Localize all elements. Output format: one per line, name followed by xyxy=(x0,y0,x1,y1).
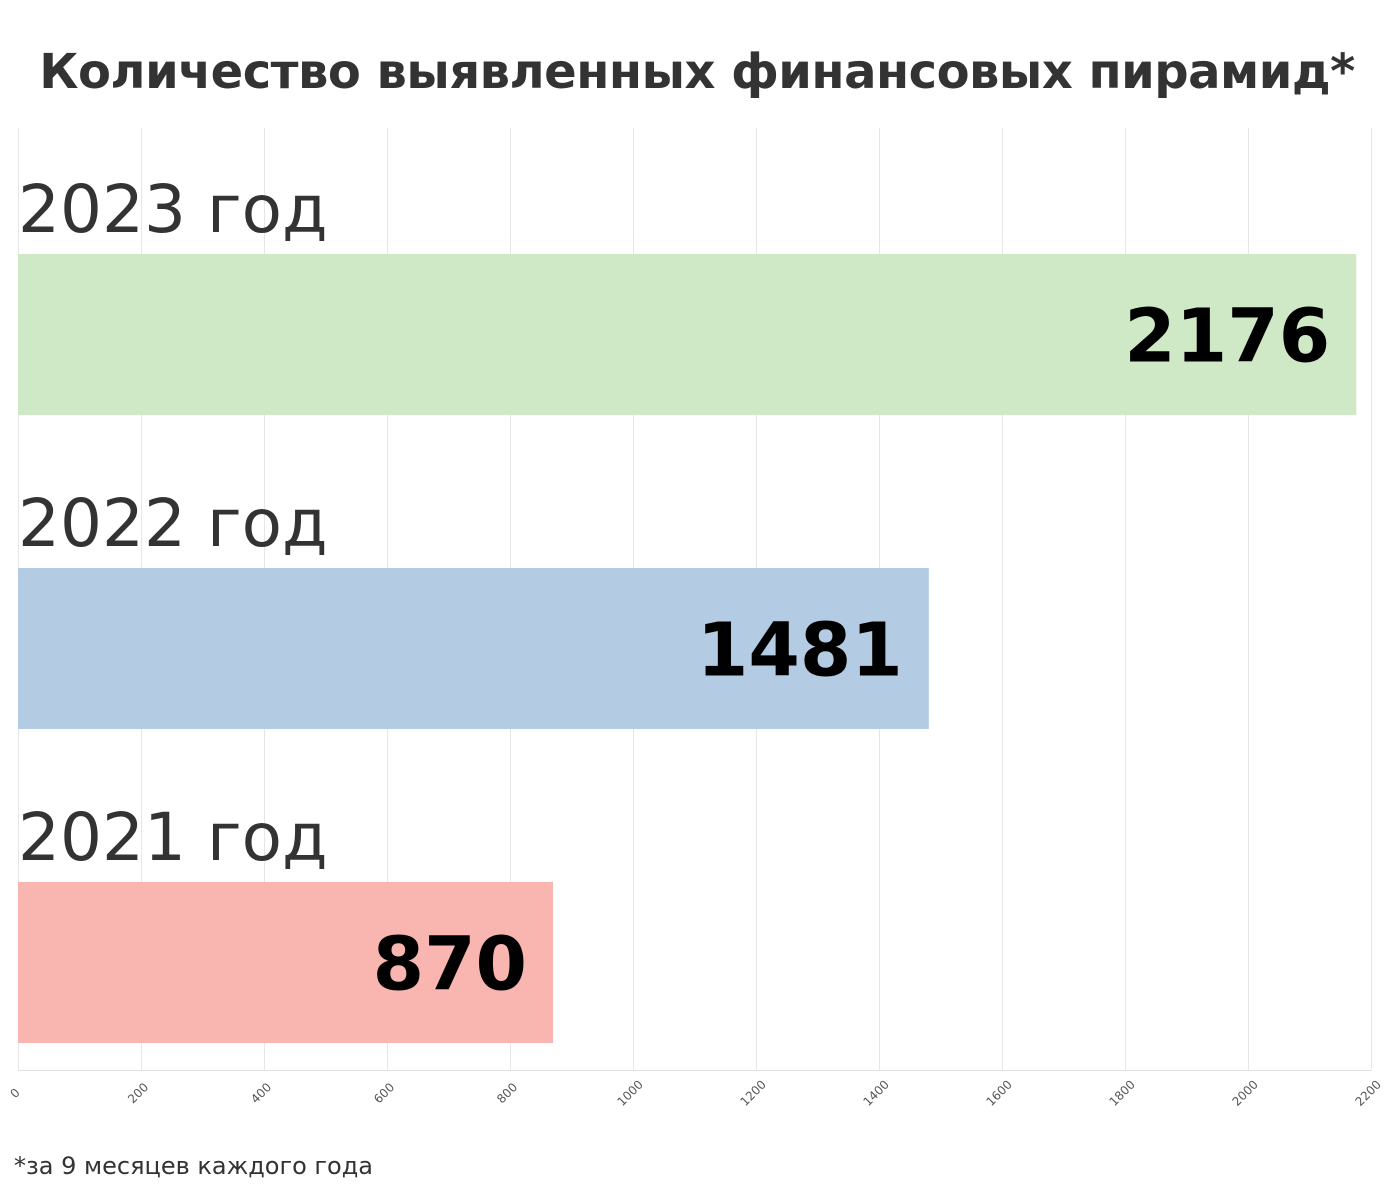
bar-2 xyxy=(18,882,554,1043)
tick-label-1200: 1200 xyxy=(737,1077,768,1108)
tick-label-1000: 1000 xyxy=(614,1077,645,1108)
value-label-1: 1481 xyxy=(697,608,903,694)
bar-0 xyxy=(18,254,1357,415)
tick-label-2200: 2200 xyxy=(1352,1077,1383,1108)
value-label-0: 2176 xyxy=(1124,294,1330,380)
tick-label-800: 800 xyxy=(494,1080,520,1106)
category-label-0: 2023 год xyxy=(18,171,328,248)
tick-label-1400: 1400 xyxy=(860,1077,891,1108)
tick-label-600: 600 xyxy=(371,1080,397,1106)
tick-label-1600: 1600 xyxy=(983,1077,1014,1108)
tick-label-2000: 2000 xyxy=(1229,1077,1260,1108)
tick-label-1800: 1800 xyxy=(1106,1077,1137,1108)
bars: 2023 год 2176 2022 год 1481 2021 год 870 xyxy=(18,171,1357,1043)
tick-label-400: 400 xyxy=(248,1080,274,1106)
chart-title: Количество выявленных финансовых пирамид… xyxy=(39,44,1355,100)
bar-1 xyxy=(18,568,929,729)
category-label-1: 2022 год xyxy=(18,485,328,562)
footnote: *за 9 месяцев каждого года xyxy=(14,1152,373,1180)
x-axis-ticks: 0 200 400 600 800 1000 1200 1400 1600 1800 2000 220… xyxy=(8,1077,1384,1108)
value-label-2: 870 xyxy=(373,922,527,1008)
tick-label-200: 200 xyxy=(125,1080,151,1106)
tick-label-0: 0 xyxy=(8,1086,23,1101)
category-label-2: 2021 год xyxy=(18,799,328,876)
